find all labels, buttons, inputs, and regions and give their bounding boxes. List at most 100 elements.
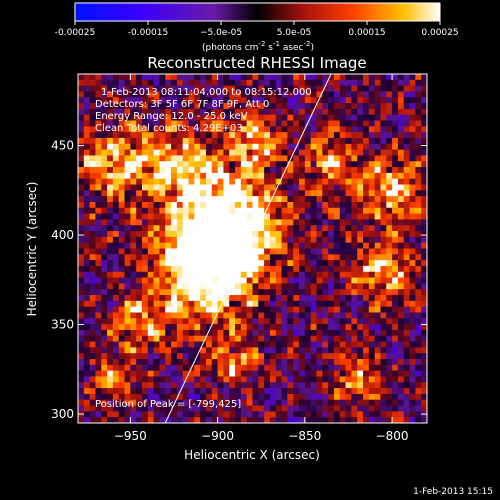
heatmap-cell: [165, 213, 172, 220]
heatmap-cell: [176, 417, 183, 423]
heatmap-cell: [258, 155, 265, 162]
heatmap-cell: [165, 376, 172, 383]
heatmap-cell: [95, 283, 102, 290]
heatmap-cell: [182, 359, 189, 366]
heatmap-cell: [124, 79, 131, 86]
heatmap-cell: [235, 137, 242, 145]
heatmap-cell: [252, 370, 259, 377]
heatmap-cell: [374, 74, 381, 81]
heatmap-cell: [264, 359, 271, 366]
heatmap-cell: [392, 248, 399, 255]
heatmap-cell: [386, 103, 393, 110]
heatmap-cell: [328, 295, 335, 302]
heatmap-cell: [415, 242, 422, 249]
heatmap-cell: [293, 137, 300, 145]
heatmap-cell: [165, 79, 172, 86]
heatmap-cell: [258, 79, 265, 86]
heatmap-cell: [165, 341, 172, 348]
heatmap-cell: [333, 231, 341, 238]
heatmap-cell: [136, 155, 143, 162]
heatmap-cell: [147, 417, 154, 423]
heatmap-cell: [205, 178, 213, 185]
heatmap-cell: [124, 353, 131, 360]
heatmap-cell: [159, 364, 166, 371]
heatmap-cell: [409, 108, 416, 116]
heatmap-cell: [130, 190, 137, 197]
heatmap-cell: [188, 277, 195, 284]
heatmap-cell: [141, 283, 149, 290]
heatmap-cell: [200, 207, 207, 214]
heatmap-cell: [194, 260, 201, 267]
heatmap-cell: [415, 201, 422, 209]
heatmap-cell: [171, 300, 178, 307]
heatmap-cell: [264, 196, 271, 203]
heatmap-cell: [246, 190, 253, 197]
heatmap-cell: [322, 242, 329, 249]
heatmap-cell: [118, 178, 125, 185]
heatmap-cell: [328, 236, 335, 243]
heatmap-cell: [299, 329, 306, 337]
heatmap-cell: [264, 85, 271, 92]
heatmap-cell: [363, 295, 370, 302]
heatmap-cell: [159, 236, 166, 243]
heatmap-cell: [380, 382, 387, 389]
heatmap-cell: [188, 312, 195, 319]
heatmap-cell: [328, 405, 335, 412]
heatmap-cell: [217, 143, 224, 150]
heatmap-cell: [171, 219, 178, 226]
heatmap-cell: [130, 114, 137, 121]
heatmap-cell: [421, 335, 427, 342]
heatmap-cell: [95, 393, 102, 401]
heatmap-cell: [78, 132, 85, 139]
heatmap-cell: [322, 359, 329, 366]
heatmap-cell: [403, 236, 410, 243]
heatmap-cell: [333, 411, 341, 418]
heatmap-cell: [78, 225, 85, 232]
heatmap-cell: [322, 265, 329, 273]
heatmap-cell: [136, 388, 143, 395]
heatmap-cell: [130, 364, 137, 371]
heatmap-cell: [269, 143, 277, 150]
heatmap-cell: [205, 201, 213, 209]
heatmap-cell: [165, 388, 172, 395]
heatmap-cell: [153, 359, 160, 366]
heatmap-cell: [351, 161, 358, 168]
heatmap-cell: [380, 295, 387, 302]
heatmap-cell: [194, 370, 201, 377]
heatmap-cell: [223, 265, 230, 273]
heatmap-cell: [118, 167, 125, 174]
heatmap-cell: [194, 91, 201, 98]
heatmap-cell: [101, 178, 108, 185]
heatmap-cell: [287, 393, 294, 401]
heatmap-cell: [258, 341, 265, 348]
heatmap-cell: [397, 236, 405, 243]
heatmap-cell: [392, 417, 399, 423]
heatmap-cell: [322, 289, 329, 296]
heatmap-cell: [397, 184, 405, 191]
heatmap-cell: [386, 236, 393, 243]
heatmap-cell: [392, 329, 399, 337]
heatmap-cell: [240, 103, 247, 110]
heatmap-cell: [124, 265, 131, 273]
heatmap-cell: [281, 85, 288, 92]
heatmap-cell: [252, 295, 259, 302]
heatmap-cell: [235, 300, 242, 307]
heatmap-cell: [246, 91, 253, 98]
heatmap-cell: [415, 196, 422, 203]
heatmap-cell: [304, 254, 311, 261]
heatmap-cell: [182, 172, 189, 179]
heatmap-cell: [176, 196, 183, 203]
heatmap-cell: [304, 190, 311, 197]
heatmap-cell: [269, 277, 277, 284]
heatmap-cell: [240, 376, 247, 383]
heatmap-cell: [188, 97, 195, 104]
heatmap-cell: [136, 324, 143, 331]
heatmap-cell: [339, 225, 346, 232]
heatmap-cell: [415, 254, 422, 261]
heatmap-cell: [200, 254, 207, 261]
heatmap-cell: [304, 376, 311, 383]
heatmap-cell: [333, 172, 341, 179]
heatmap-cell: [339, 347, 346, 354]
heatmap-cell: [124, 184, 131, 191]
heatmap-cell: [217, 161, 224, 168]
